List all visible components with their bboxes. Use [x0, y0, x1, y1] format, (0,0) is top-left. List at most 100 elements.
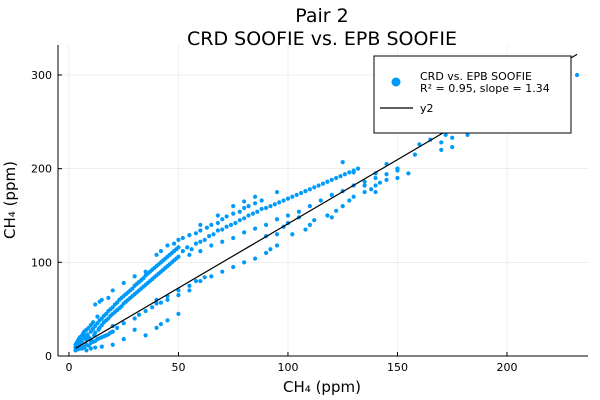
data-point	[242, 199, 247, 204]
data-point	[329, 177, 334, 182]
x-tick-label: 150	[387, 361, 408, 374]
data-point	[193, 278, 199, 284]
data-point	[340, 159, 345, 165]
data-point	[351, 194, 356, 199]
data-point	[143, 308, 148, 314]
data-point	[211, 232, 216, 237]
data-point	[362, 179, 367, 184]
data-point	[274, 217, 280, 222]
data-point	[198, 248, 203, 254]
data-point	[187, 283, 192, 288]
data-point	[198, 278, 203, 284]
data-point	[307, 204, 312, 209]
data-point	[274, 243, 280, 248]
data-point	[158, 248, 164, 254]
data-point	[369, 187, 374, 192]
data-point	[253, 256, 258, 261]
data-point	[362, 183, 367, 188]
data-point	[450, 145, 455, 150]
data-point	[406, 171, 411, 176]
data-point	[325, 213, 330, 218]
data-point	[198, 222, 203, 227]
data-point	[154, 252, 159, 257]
data-point	[312, 185, 317, 190]
data-point	[231, 235, 236, 241]
data-point	[202, 275, 207, 280]
data-point	[290, 194, 295, 199]
data-point	[220, 239, 225, 244]
data-point	[110, 329, 115, 334]
data-point	[93, 330, 98, 335]
data-point	[176, 293, 181, 298]
data-point	[180, 248, 185, 254]
data-point	[417, 142, 422, 147]
data-point	[443, 132, 448, 138]
axes	[57, 45, 588, 357]
chart-subtitle: CRD SOOFIE vs. EPB SOOFIE	[187, 28, 457, 50]
y-tick-label: 200	[31, 163, 52, 176]
data-point	[373, 183, 378, 188]
data-point	[207, 234, 212, 239]
data-point	[325, 179, 330, 184]
data-point	[93, 345, 98, 350]
data-point	[171, 241, 177, 246]
data-point	[296, 209, 302, 214]
data-point	[106, 295, 111, 301]
data-point	[340, 204, 345, 209]
data-point	[99, 344, 104, 349]
data-point	[347, 170, 352, 175]
data-point	[373, 175, 378, 181]
data-point	[395, 175, 400, 181]
data-point	[198, 228, 203, 233]
data-point	[268, 204, 273, 209]
data-point	[259, 206, 264, 212]
data-point	[202, 237, 207, 242]
data-point	[231, 204, 236, 209]
legend: CRD vs. EPB SOOFIE R² = 0.95, slope = 1.…	[373, 55, 572, 134]
data-point	[209, 243, 214, 248]
data-point	[110, 288, 115, 293]
data-point	[255, 209, 260, 214]
data-point	[136, 312, 142, 317]
data-point	[272, 202, 277, 207]
data-point	[242, 216, 247, 221]
data-point	[185, 245, 190, 250]
data-point	[187, 233, 192, 238]
data-point	[193, 231, 199, 236]
data-point	[82, 345, 87, 350]
data-point	[79, 339, 85, 345]
data-point	[329, 215, 334, 220]
data-point	[165, 243, 170, 248]
data-point	[176, 254, 181, 259]
y-tick-label: 300	[31, 69, 52, 82]
data-point	[242, 230, 247, 235]
legend-box	[373, 55, 572, 134]
data-point	[373, 189, 378, 195]
data-point	[215, 228, 220, 233]
x-tick-label: 0	[65, 361, 72, 374]
data-point	[237, 209, 242, 214]
data-point	[290, 232, 295, 237]
data-point	[281, 198, 286, 203]
data-point	[439, 140, 444, 145]
data-point	[165, 297, 170, 302]
data-point	[329, 192, 334, 197]
data-point	[187, 288, 192, 293]
data-point	[242, 205, 247, 211]
data-point	[95, 314, 100, 319]
data-point	[253, 194, 258, 199]
plot-area	[73, 53, 580, 353]
data-point	[132, 316, 137, 321]
data-point	[231, 264, 236, 270]
data-point	[307, 222, 312, 227]
data-point	[231, 211, 236, 216]
data-point	[362, 189, 367, 195]
y-axis-label: CH₄ (ppm)	[1, 161, 19, 239]
data-point	[307, 187, 312, 192]
data-point	[263, 222, 269, 227]
data-point	[384, 177, 389, 182]
legend-label-scatter: CRD vs. EPB SOOFIE	[420, 70, 532, 83]
data-point	[215, 220, 220, 226]
data-point	[274, 232, 280, 237]
